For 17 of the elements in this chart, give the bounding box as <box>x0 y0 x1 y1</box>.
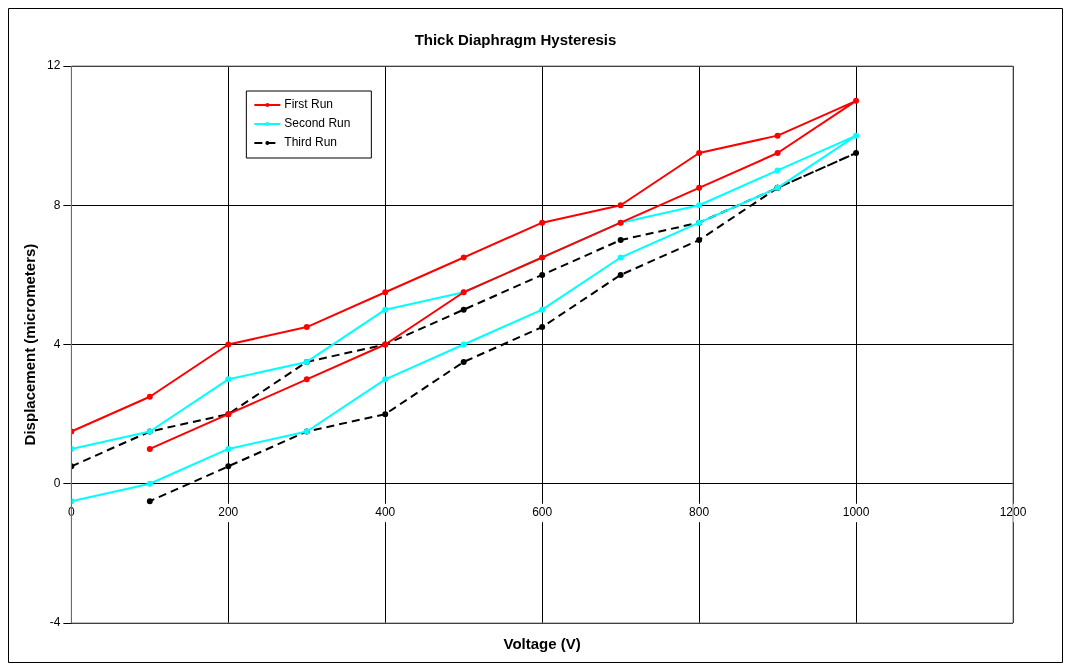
y-tick-label: 4 <box>53 336 61 351</box>
x-tick-label: 600 <box>532 505 553 520</box>
y-tick-label: 0 <box>53 476 61 491</box>
x-tick-label: 800 <box>689 505 710 520</box>
x-tick-label: 1000 <box>842 505 870 520</box>
x-tick-label: 1200 <box>999 505 1027 520</box>
legend-label: Second Run <box>284 116 351 131</box>
y-tick-label: 12 <box>46 58 61 73</box>
x-tick-label: 200 <box>218 505 239 520</box>
y-tick-label: 8 <box>53 197 61 212</box>
x-axis-title: Voltage (V) <box>503 635 581 652</box>
legend-label: Third Run <box>284 135 338 150</box>
x-tick-label: 400 <box>375 505 396 520</box>
y-tick-label: -4 <box>49 615 61 630</box>
chart-title: Thick Diaphragm Hysteresis <box>414 31 617 49</box>
y-axis-title: Displacement (micrometers) <box>21 243 39 446</box>
legend-label: First Run <box>284 97 334 112</box>
